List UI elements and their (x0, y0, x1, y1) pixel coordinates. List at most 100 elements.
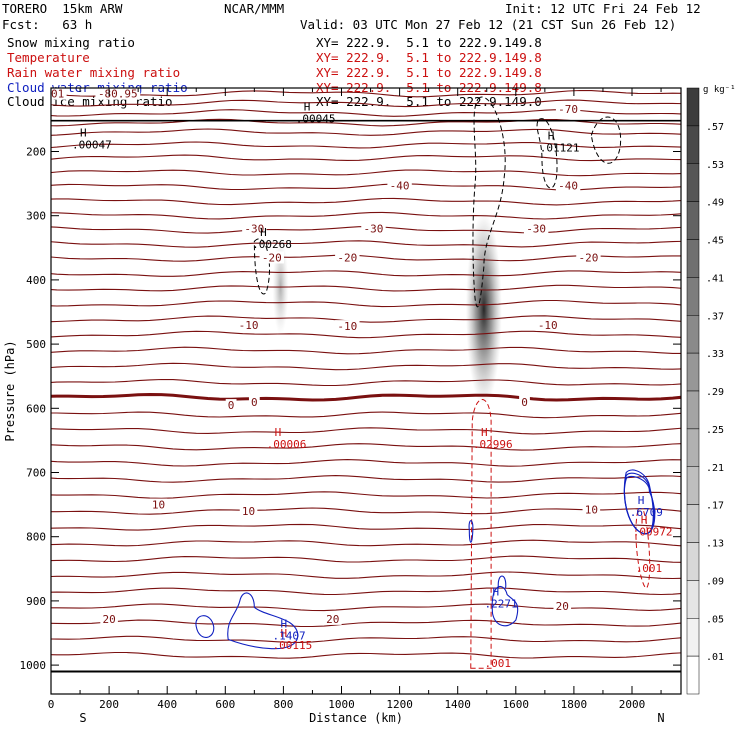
temperature-label: -40 (558, 180, 578, 193)
colorbar-level-label: .49 (706, 198, 724, 209)
cloud-water-contour (497, 575, 507, 589)
temperature-contour (51, 571, 681, 580)
rain-max-value: .00972 (633, 525, 673, 538)
colorbar-swatch (686, 87, 700, 127)
snow-max-value: .00268 (252, 238, 292, 251)
x-tick-label: 2000 (619, 698, 646, 711)
y-axis-label: Pressure (hPa) (3, 340, 17, 441)
colorbar-level-label: .53 (706, 160, 724, 171)
temperature-contour (51, 587, 681, 596)
cloud-water-max-marker: H (493, 585, 500, 598)
temperature-contour (51, 346, 681, 355)
temperature-label-bg (361, 222, 386, 235)
x-tick-label: 1600 (503, 698, 530, 711)
cloud-water-contour (491, 585, 519, 627)
x-tick-label: 1400 (444, 698, 471, 711)
temperature-contour (51, 651, 681, 659)
forecast-hour: Fcst: 63 h (2, 17, 93, 32)
temperature-contour (51, 284, 681, 292)
temperature-contour (51, 183, 681, 191)
temperature-label-bg (225, 399, 237, 412)
temperature-label: -10 (538, 319, 558, 332)
colorbar-swatch (686, 466, 700, 505)
x-axis-label: Distance (km) (309, 711, 403, 725)
cloud-ice-contour (472, 96, 506, 308)
rain-max-marker: H (280, 627, 287, 640)
model-title: TORERO 15km ARW (2, 1, 123, 16)
rain-water-contour (470, 399, 492, 669)
temperature-label: -30 (364, 223, 384, 236)
temperature-label-bg (242, 222, 267, 235)
temperature-contour (51, 491, 681, 499)
temperature-label-bg (51, 88, 67, 100)
temperature-label-bg (335, 251, 360, 264)
colorbar-level-label: .01 (706, 652, 724, 663)
snow-max-value: .00045 (296, 113, 336, 126)
temperature-contour (51, 154, 681, 162)
colorbar-level-label: .37 (706, 311, 724, 322)
valid-time: Valid: 03 UTC Mon 27 Feb 12 (21 CST Sun … (300, 17, 677, 32)
y-tick-label: 1000 (20, 659, 47, 672)
temperature-contour (51, 211, 681, 220)
colorbar-level-label: .05 (706, 614, 724, 625)
colorbar-swatch (686, 163, 700, 202)
temperature-label-bg (323, 612, 342, 625)
colorbar-unit: g kg⁻¹ (703, 85, 736, 95)
y-tick-label: 600 (26, 402, 46, 415)
temperature-contour (51, 362, 681, 371)
x-tick-label: 1000 (328, 698, 355, 711)
temperature-label-bg (576, 251, 601, 264)
colorbar-level-label: .45 (706, 236, 724, 247)
temperature-contour (51, 603, 681, 612)
temperature-label: -10 (337, 320, 357, 333)
temperature-contour (51, 270, 681, 277)
rain-max-value: .02996 (473, 438, 513, 451)
colorbar-level-label: .25 (706, 425, 724, 436)
colorbar-swatch (686, 428, 700, 467)
colorbar-level-label: .29 (706, 387, 724, 398)
temperature-contour (51, 619, 681, 628)
temperature-contour (51, 99, 681, 108)
temperature-label-bg (335, 320, 360, 333)
temperature-label-bg (239, 505, 258, 518)
colorbar-swatch (686, 277, 700, 316)
temperature-label-bg (149, 498, 168, 511)
snow-shading (465, 212, 502, 406)
temperature-contour (51, 197, 681, 206)
y-tick-label: 800 (26, 531, 46, 544)
temperature-label: 0 (251, 396, 258, 409)
temperature-contour (51, 411, 681, 419)
temperature-label: -20 (262, 251, 282, 264)
temperature-contour (51, 378, 681, 387)
cloud-water-contour (623, 475, 656, 535)
temperature-label-bg (519, 395, 530, 408)
center-title: NCAR/MMM (224, 1, 285, 16)
colorbar-level-label: .33 (706, 349, 724, 360)
cloud-ice-contour (590, 116, 622, 164)
temperature-contour (51, 109, 681, 117)
field-snow-xy: XY= 222.9. 5.1 to 222.9.149.8 (316, 35, 542, 50)
init-time: Init: 12 UTC Fri 24 Feb 12 (505, 1, 701, 16)
colorbar-swatch (686, 580, 700, 619)
temperature-label-bg (555, 103, 581, 116)
temperature-label: 0 (521, 396, 528, 409)
temperature-label-bg (582, 503, 601, 516)
south-label: S (79, 711, 86, 725)
temperature-label: -20 (337, 251, 357, 264)
temperature-label-bg (523, 222, 549, 235)
temperature-label: 20 (102, 613, 115, 626)
y-tick-label: 400 (26, 274, 46, 287)
temperature-contour (51, 89, 681, 98)
rain-max-value: .00115 (272, 639, 312, 652)
temperature-contour (51, 539, 681, 547)
y-tick-label: 900 (26, 595, 46, 608)
snow-max-value: .01121 (540, 142, 580, 155)
y-tick-label: 200 (26, 146, 46, 159)
temperature-label: -70 (558, 103, 578, 116)
temperature-label: -20 (578, 251, 598, 264)
field-rain: Rain water mixing ratio (7, 65, 181, 80)
temperature-label-bg (555, 179, 581, 192)
temperature-contour (51, 443, 681, 451)
temperature-contour (51, 523, 681, 531)
temperature-label-bg (100, 612, 118, 625)
